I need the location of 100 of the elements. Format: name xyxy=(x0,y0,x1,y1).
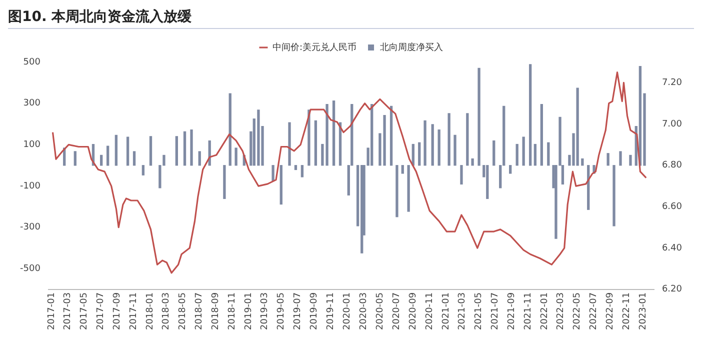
x-tick-label: 2018-03 xyxy=(161,292,172,330)
bar xyxy=(460,165,463,185)
x-tick-label: 2020-11 xyxy=(424,292,435,330)
x-tick-label: 2019-05 xyxy=(276,292,286,330)
x-tick-label: 2018-01 xyxy=(146,292,156,330)
x-tick-label: 2020-07 xyxy=(392,292,402,330)
x-tick-label: 2017-11 xyxy=(129,292,140,330)
bar xyxy=(407,165,410,212)
bar xyxy=(492,140,496,166)
bar xyxy=(576,88,579,166)
x-tick-label: 2021-11 xyxy=(524,292,534,330)
bar xyxy=(629,154,632,166)
x-tick-label: 2022-03 xyxy=(556,292,566,330)
bar xyxy=(234,148,238,166)
bar xyxy=(198,151,201,166)
bar xyxy=(478,68,480,166)
x-tick-label: 2018-07 xyxy=(194,292,204,330)
bar xyxy=(424,120,426,166)
bar xyxy=(132,151,136,166)
bar xyxy=(280,165,282,205)
y2-tick-label: 6.20 xyxy=(662,284,682,295)
x-tick-label: 2021-09 xyxy=(507,292,518,330)
y2-tick-label: 6.80 xyxy=(662,160,682,171)
x-tick-label: 2022-05 xyxy=(572,292,582,330)
x-tick-label: 2017-01 xyxy=(47,292,58,330)
y-tick-label: 300 xyxy=(23,98,41,109)
bar xyxy=(183,131,186,166)
legend-label: 中间价:美元兑人民币 xyxy=(272,42,357,53)
bar xyxy=(540,104,543,166)
y2-tick-label: 7.00 xyxy=(662,119,682,130)
x-tick-label: 2022-11 xyxy=(622,292,632,330)
bar xyxy=(300,165,304,178)
y-tick-label: -100 xyxy=(20,181,41,192)
bar xyxy=(228,93,232,166)
bar xyxy=(272,165,274,181)
bar xyxy=(534,144,537,166)
y-tick-label: 100 xyxy=(23,140,41,150)
bar xyxy=(390,106,393,166)
x-tick-label: 2020-03 xyxy=(358,292,369,330)
bar xyxy=(581,158,584,166)
bar xyxy=(606,153,610,166)
bar xyxy=(190,129,193,166)
x-tick-label: 2019-03 xyxy=(260,292,270,330)
bar xyxy=(74,151,76,166)
y-tick-label: -300 xyxy=(20,222,41,233)
x-tick-label: 2019-11 xyxy=(326,292,336,330)
bar xyxy=(471,158,474,166)
bar xyxy=(516,144,518,166)
y2-tick-label: 6.60 xyxy=(662,202,682,212)
x-tick-label: 2020-01 xyxy=(342,292,353,330)
bar xyxy=(314,120,318,166)
x-tick-label: 2018-09 xyxy=(211,292,222,330)
y2-tick-label: 7.20 xyxy=(662,78,682,88)
legend-label: 北向周度净买入 xyxy=(380,42,444,53)
bar xyxy=(100,154,103,166)
x-tick-label: 2019-01 xyxy=(244,292,254,330)
bar xyxy=(257,110,260,166)
x-tick-label: 2021-07 xyxy=(490,292,500,330)
bar xyxy=(438,129,440,166)
x-tick-label: 2017-07 xyxy=(96,292,106,330)
bar xyxy=(396,165,398,218)
bar xyxy=(454,134,456,166)
bar xyxy=(126,136,130,166)
x-tick-label: 2022-07 xyxy=(588,292,599,330)
bar xyxy=(612,165,616,226)
bar xyxy=(522,136,525,166)
bar xyxy=(223,165,226,199)
bar xyxy=(619,151,622,166)
x-tick-label: 2017-05 xyxy=(79,292,90,330)
bar xyxy=(486,165,489,199)
bar xyxy=(528,64,532,166)
bar xyxy=(431,124,434,166)
y-tick-label: -500 xyxy=(20,264,41,274)
bar xyxy=(142,165,145,176)
chart-title: 图10. 本周北向资金流入放缓 xyxy=(8,8,694,29)
bar xyxy=(401,165,404,174)
bar xyxy=(294,165,298,170)
x-tick-label: 2018-05 xyxy=(178,292,188,330)
bar xyxy=(418,142,421,166)
bar xyxy=(114,134,118,166)
bar xyxy=(547,142,550,166)
x-tick-label: 2020-05 xyxy=(375,292,386,330)
x-tick-label: 2019-09 xyxy=(310,292,320,330)
x-tick-label: 2017-03 xyxy=(62,292,73,330)
x-tick-label: 2021-01 xyxy=(441,292,452,330)
x-tick-label: 2017-09 xyxy=(112,292,123,330)
bar xyxy=(370,104,374,166)
bar xyxy=(466,113,469,166)
x-tick-label: 2022-01 xyxy=(540,292,550,330)
x-tick-label: 2019-07 xyxy=(292,292,303,330)
bar xyxy=(308,110,310,166)
x-tick-label: 2023-01 xyxy=(638,292,649,330)
bar xyxy=(106,146,110,166)
x-tick-label: 2021-05 xyxy=(474,292,484,330)
y2-tick-label: 6.40 xyxy=(662,243,682,254)
bar xyxy=(509,165,512,174)
bar xyxy=(149,136,152,166)
x-tick-label: 2020-09 xyxy=(408,292,418,330)
x-tick-label: 2018-11 xyxy=(228,292,238,330)
x-tick-label: 2021-03 xyxy=(457,292,468,330)
